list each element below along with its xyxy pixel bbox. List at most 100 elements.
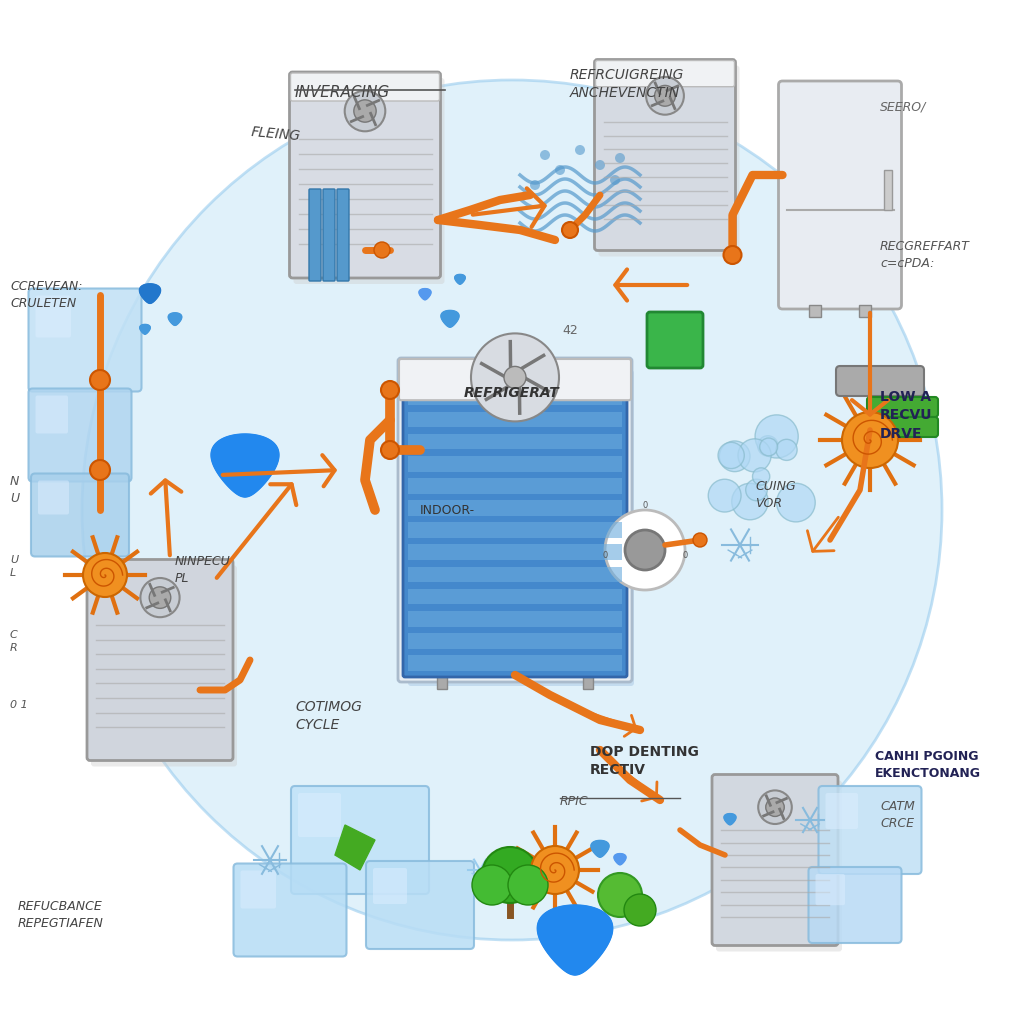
Circle shape [90,460,110,480]
Circle shape [732,483,768,520]
Circle shape [140,578,179,617]
Text: C
R: C R [10,630,17,653]
Circle shape [354,99,376,122]
Bar [436,675,446,689]
Text: 0: 0 [602,551,607,559]
Text: FLEING: FLEING [250,125,301,143]
Circle shape [90,370,110,390]
FancyBboxPatch shape [29,388,131,481]
FancyBboxPatch shape [323,189,335,281]
Circle shape [562,222,578,238]
Bar [408,589,622,604]
FancyBboxPatch shape [398,358,632,682]
Circle shape [753,468,770,485]
Circle shape [345,91,385,131]
FancyBboxPatch shape [647,312,703,368]
Text: NINPECU
PL: NINPECU PL [175,555,230,585]
Circle shape [758,436,778,456]
FancyBboxPatch shape [825,793,858,829]
FancyBboxPatch shape [36,296,71,338]
Circle shape [615,153,625,163]
Circle shape [82,80,942,940]
Polygon shape [441,310,459,328]
Bar [408,522,622,538]
Text: REFRCUIGREING
ANCHEVENCTIN: REFRCUIGREING ANCHEVENCTIN [570,68,684,100]
Circle shape [718,442,744,469]
Circle shape [540,150,550,160]
FancyBboxPatch shape [408,370,634,686]
Circle shape [150,587,171,608]
FancyBboxPatch shape [87,559,233,761]
FancyBboxPatch shape [815,874,845,905]
Bar [408,368,622,383]
Circle shape [472,865,512,905]
Circle shape [745,479,767,501]
Bar [408,389,622,406]
Circle shape [842,412,898,468]
FancyBboxPatch shape [337,189,349,281]
Circle shape [598,873,642,918]
FancyBboxPatch shape [778,81,901,309]
FancyBboxPatch shape [716,780,842,951]
FancyBboxPatch shape [598,66,739,256]
Polygon shape [168,312,182,326]
Polygon shape [211,434,279,497]
FancyBboxPatch shape [290,72,440,278]
Circle shape [693,534,707,547]
FancyBboxPatch shape [836,366,924,396]
Polygon shape [139,284,161,303]
Circle shape [531,846,579,894]
Circle shape [625,530,665,570]
Circle shape [508,865,548,905]
Circle shape [605,510,685,590]
FancyBboxPatch shape [38,480,69,514]
Text: REFUCBANCE
REPEGTIAFEN: REFUCBANCE REPEGTIAFEN [18,900,103,930]
Polygon shape [419,289,431,300]
FancyBboxPatch shape [595,59,735,251]
Circle shape [471,334,559,422]
Circle shape [83,553,127,597]
Bar [408,412,622,427]
Polygon shape [538,905,612,975]
Bar [584,675,593,689]
Circle shape [738,439,771,472]
Circle shape [719,441,750,472]
Bar [408,545,622,560]
Circle shape [724,246,741,264]
Text: U
L: U L [10,555,18,579]
Circle shape [624,894,656,926]
Text: RECGREFFART
c=cPDA:: RECGREFFART c=cPDA: [880,240,970,270]
Circle shape [709,479,741,512]
FancyBboxPatch shape [867,397,938,417]
FancyBboxPatch shape [233,863,346,956]
Circle shape [776,483,815,522]
FancyBboxPatch shape [366,861,474,949]
Text: COTIMOG
CYCLE: COTIMOG CYCLE [295,700,361,732]
Bar [408,456,622,472]
Bar [408,655,622,671]
FancyBboxPatch shape [291,786,429,894]
Text: RPIC: RPIC [560,795,589,808]
FancyBboxPatch shape [373,868,407,904]
FancyBboxPatch shape [291,73,439,101]
Circle shape [758,791,792,824]
FancyBboxPatch shape [818,786,922,874]
Text: INVERACING: INVERACING [295,85,390,100]
Text: CUING
VOR: CUING VOR [755,480,796,510]
FancyBboxPatch shape [399,359,631,400]
Circle shape [654,85,676,106]
FancyBboxPatch shape [867,417,938,437]
Polygon shape [614,854,626,865]
FancyBboxPatch shape [294,78,444,284]
Bar [408,610,622,627]
FancyBboxPatch shape [596,60,734,87]
FancyBboxPatch shape [29,289,141,391]
FancyBboxPatch shape [403,362,627,677]
FancyBboxPatch shape [91,565,237,767]
Text: 42: 42 [562,324,578,337]
Bar [809,305,821,317]
Circle shape [482,847,538,903]
Text: REFRIGERAT: REFRIGERAT [464,386,560,400]
Text: 0: 0 [642,501,647,510]
Circle shape [610,175,620,185]
